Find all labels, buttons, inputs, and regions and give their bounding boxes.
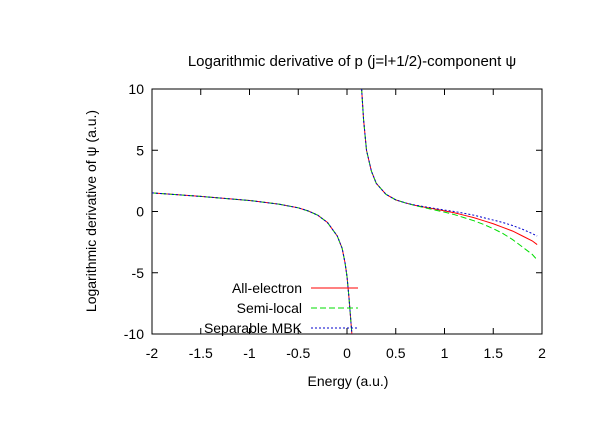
series-lines <box>152 89 538 334</box>
legend-label-semi-local: Semi-local <box>237 300 302 316</box>
chart-title: Logarithmic derivative of p (j=l+1/2)-co… <box>188 53 516 70</box>
y-tick-label: -5 <box>132 265 145 281</box>
series-line-all-electron <box>361 89 538 245</box>
x-tick-label: 1 <box>441 345 449 361</box>
legend-label-separable-mbk: Separable MBK <box>204 320 303 336</box>
x-tick-label: -0.5 <box>286 345 310 361</box>
series-line-semi-local <box>361 89 538 261</box>
legend-label-all-electron: All-electron <box>232 280 302 296</box>
x-tick-label: 0 <box>343 345 351 361</box>
series-line-separable-mbk <box>361 89 538 237</box>
y-tick-label: 10 <box>128 81 144 97</box>
y-tick-label: -10 <box>124 326 144 342</box>
plot-frame <box>151 88 543 335</box>
x-tick-label: -1 <box>243 345 256 361</box>
x-tick-label: 1.5 <box>484 345 504 361</box>
x-tick-label: 2 <box>538 345 546 361</box>
y-tick-label: 5 <box>136 142 144 158</box>
y-tick-label: 0 <box>136 204 144 220</box>
x-tick-label: 0.5 <box>386 345 406 361</box>
axis-ticks: -2 -1.5 -1 -0.5 0 0.5 1 1.5 2 -10 -5 0 5 10 <box>124 81 546 361</box>
legend: All-electron Semi-local Separable MBK <box>204 280 358 336</box>
x-tick-label: -2 <box>146 345 159 361</box>
plot-border <box>151 88 543 335</box>
x-tick-label: -1.5 <box>189 345 213 361</box>
y-axis-label: Logarithmic derivative of ψ (a.u.) <box>83 110 99 312</box>
series-line-separable-mbk <box>152 192 353 334</box>
x-axis-label: Energy (a.u.) <box>308 373 389 389</box>
